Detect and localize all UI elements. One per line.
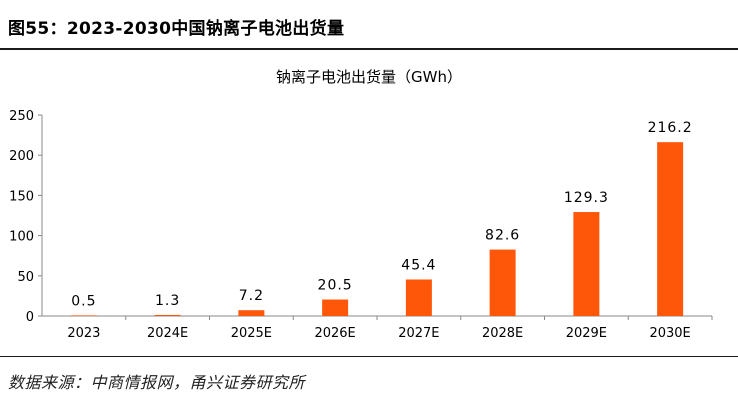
bar [573,212,600,316]
bar [70,315,97,316]
bar [154,314,181,316]
bar-value-label: 0.5 [71,293,96,309]
x-axis: 2023 2024E 2025E 2026E 2027E 2028E 2029E 2030E [42,315,713,341]
bar [238,310,265,316]
bar [657,142,684,316]
y-axis: 0 50 100 150 200 250 [9,109,43,325]
figure-title: 图55：2023-2030中国钠离子电池出货量 [8,19,345,39]
bar [322,299,349,316]
x-tick-label: 2023 [67,326,100,341]
bar-value-label: 82.6 [485,228,520,244]
chart-title: 钠离子电池出货量（GWh） [276,68,462,86]
bar [405,279,432,316]
y-tick-label: 100 [9,230,34,245]
bar-value-label: 45.4 [401,257,436,273]
x-tick-label: 2028E [482,326,523,341]
bar-value-label: 216.2 [648,120,693,136]
x-tick-label: 2030E [649,326,690,341]
x-tick-label: 2024E [147,326,188,341]
bars [70,142,684,316]
bar-value-labels: 0.5 1.3 7.2 20.5 45.4 82.6 129.3 216.2 [71,120,693,309]
bar-value-label: 7.2 [239,288,264,304]
bar-value-label: 20.5 [318,278,353,294]
x-tick-label: 2027E [398,326,439,341]
y-tick-label: 150 [9,189,34,204]
bar-value-label: 1.3 [155,293,180,309]
y-tick-label: 250 [9,109,34,124]
y-tick-label: 200 [9,149,34,164]
x-tick-label: 2026E [314,326,355,341]
x-tick-label: 2025E [231,326,272,341]
x-tick-label: 2029E [566,326,607,341]
y-tick-label: 0 [26,310,34,325]
bar [489,249,516,316]
top-divider [0,48,738,50]
bar-value-label: 129.3 [564,190,609,206]
bottom-divider [0,356,738,357]
source-note: 数据来源：中商情报网，甬兴证券研究所 [8,373,306,392]
y-tick-label: 50 [17,270,34,285]
